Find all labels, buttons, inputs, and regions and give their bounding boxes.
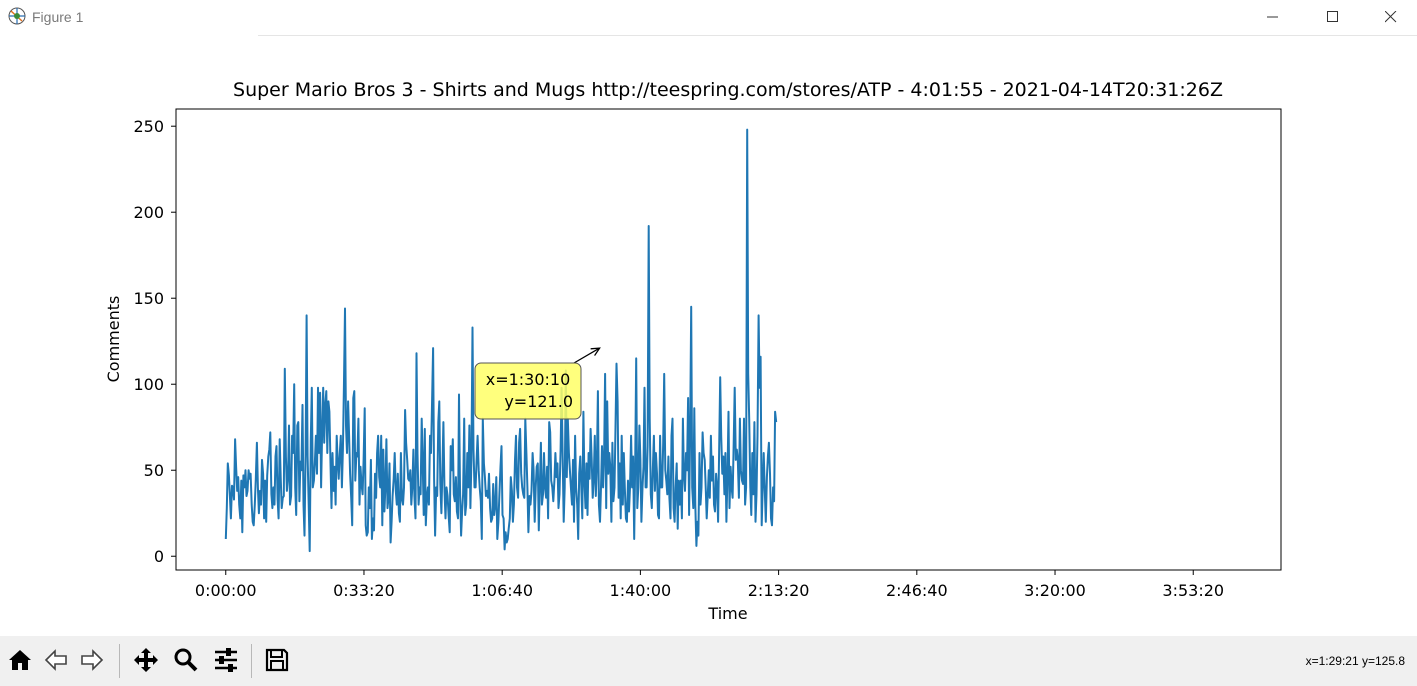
x-tick-label: 1:40:00 <box>610 581 672 600</box>
cursor-annotation: x=1:30:10 y=121.0 <box>474 347 601 420</box>
annotation-text-y: y=121.0 <box>504 392 573 411</box>
annotation-box <box>474 362 582 420</box>
save-button[interactable] <box>261 644 293 676</box>
axes-frame <box>175 108 1282 571</box>
y-tick-label: 200 <box>133 203 164 222</box>
titlebar-divider <box>258 35 1417 36</box>
close-button[interactable] <box>1368 0 1414 34</box>
zoom-icon <box>174 648 198 672</box>
zoom-button[interactable] <box>170 644 202 676</box>
pan-button[interactable] <box>130 644 162 676</box>
minimize-icon <box>1267 16 1278 18</box>
annotation-arrowhead <box>590 347 601 356</box>
x-tick-label: 1:06:40 <box>471 581 533 600</box>
x-tick-label: 0:00:00 <box>195 581 257 600</box>
figure-canvas[interactable]: Super Mario Bros 3 - Shirts and Mugs htt… <box>0 36 1417 636</box>
series-line <box>224 128 778 553</box>
x-tick-label: 0:33:20 <box>333 581 395 600</box>
x-tick-label: 3:53:20 <box>1162 581 1224 600</box>
x-axis-label: Time <box>707 604 747 623</box>
home-button[interactable] <box>4 644 36 676</box>
annotation-arrow <box>573 347 600 364</box>
toolbar-separator <box>251 644 252 678</box>
y-tick-label: 250 <box>133 117 164 136</box>
cursor-coordinates: x=1:29:21 y=125.8 <box>1305 654 1405 668</box>
y-tick-label: 150 <box>133 289 164 308</box>
configure-subplots-button[interactable] <box>210 644 242 676</box>
x-tick-label: 2:13:20 <box>748 581 810 600</box>
x-axis: 0:00:00 0:33:20 1:06:40 1:40:00 2:13:20 2:46:… <box>195 570 1224 600</box>
maximize-button[interactable] <box>1310 0 1356 34</box>
close-icon <box>1385 11 1397 23</box>
minimize-button[interactable] <box>1250 0 1296 34</box>
y-tick-label: 0 <box>154 547 164 566</box>
back-icon <box>44 649 67 671</box>
window-titlebar: Figure 1 <box>0 0 1417 36</box>
forward-button[interactable] <box>76 644 108 676</box>
maximize-icon <box>1327 11 1338 22</box>
chart-title: Super Mario Bros 3 - Shirts and Mugs htt… <box>233 79 1223 101</box>
y-axis-label: Comments <box>104 296 123 383</box>
back-button[interactable] <box>40 644 72 676</box>
y-tick-label: 50 <box>144 461 164 480</box>
forward-icon <box>81 649 104 671</box>
home-icon <box>9 650 31 670</box>
configure-subplots-icon <box>215 648 237 672</box>
y-tick-label: 100 <box>133 375 164 394</box>
pan-icon <box>134 648 158 672</box>
save-icon <box>265 648 289 672</box>
x-tick-label: 3:20:00 <box>1024 581 1086 600</box>
navigation-toolbar: x=1:29:21 y=125.8 <box>0 636 1417 686</box>
toolbar-separator <box>119 644 120 678</box>
x-tick-label: 2:46:40 <box>886 581 948 600</box>
y-axis: 0 50 100 150 200 250 <box>133 117 176 566</box>
annotation-text-x: x=1:30:10 <box>486 370 571 389</box>
app-icon <box>8 7 26 25</box>
window-title: Figure 1 <box>32 9 84 25</box>
